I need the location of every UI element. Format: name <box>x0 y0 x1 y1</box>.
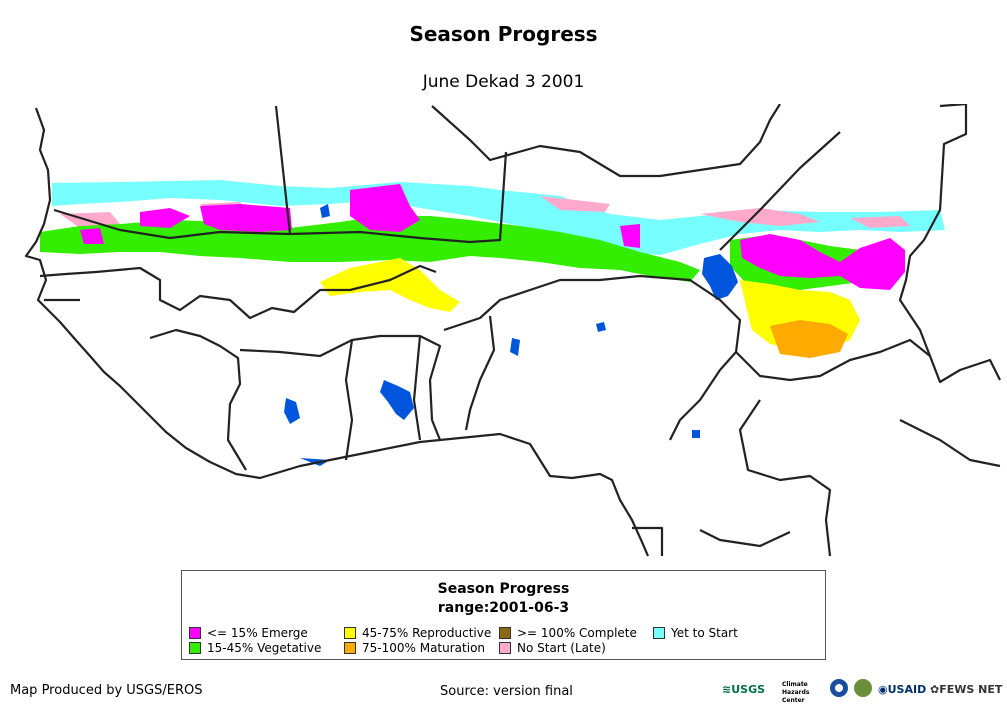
swatch-emerge <box>189 627 201 639</box>
legend-title: Season Progress range:2001-06-3 <box>182 580 825 618</box>
legend-item-maturation: 75-100% Maturation <box>344 641 485 655</box>
produced-by-credit: Map Produced by USGS/EROS <box>10 683 203 698</box>
usaid-logo: ◉USAID <box>878 683 927 696</box>
swatch-complete <box>499 627 511 639</box>
legend-item-yet-to-start: Yet to Start <box>653 626 738 640</box>
swatch-maturation <box>344 642 356 654</box>
source-note: Source: version final <box>440 684 573 699</box>
water-bodies <box>284 204 738 466</box>
map-legend: Season Progress range:2001-06-3 <= 15% E… <box>181 570 826 660</box>
map-title: Season Progress <box>409 22 598 46</box>
doi-logo <box>854 678 872 702</box>
legend-label: 15-45% Vegetative <box>207 641 322 655</box>
usgs-logo: ≋USGS <box>722 683 766 696</box>
map-subtitle: June Dekad 3 2001 <box>422 72 585 92</box>
swatch-no-start <box>499 642 511 654</box>
legend-label: 45-75% Reproductive <box>362 626 492 640</box>
swatch-reproductive <box>344 627 356 639</box>
chc-logo: Climate Hazards Center <box>782 681 810 704</box>
legend-label: >= 100% Complete <box>517 626 637 640</box>
maturation-zone <box>770 320 848 358</box>
emerge-zone <box>80 184 905 290</box>
partner-logos: ≋USGS Climate Hazards Center ◉USAID ✿FEW… <box>722 678 1007 704</box>
legend-label: 75-100% Maturation <box>362 641 486 655</box>
swatch-yet-to-start <box>653 627 665 639</box>
legend-label: No Start (Late) <box>517 641 606 655</box>
legend-item-no-start: No Start (Late) <box>499 641 606 655</box>
legend-range: range:2001-06-3 <box>437 600 570 616</box>
yet-to-start-zone <box>52 180 945 255</box>
fewsnet-logo: ✿FEWS NET <box>930 683 1003 696</box>
swatch-vegetative <box>189 642 201 654</box>
legend-item-emerge: <= 15% Emerge <box>189 626 308 640</box>
legend-heading: Season Progress <box>437 581 570 597</box>
legend-item-reproductive: 45-75% Reproductive <box>344 626 491 640</box>
legend-item-complete: >= 100% Complete <box>499 626 637 640</box>
legend-label: <= 15% Emerge <box>207 626 308 640</box>
legend-item-vegetative: 15-45% Vegetative <box>189 641 321 655</box>
noaa-logo <box>830 678 848 702</box>
legend-label: Yet to Start <box>671 626 738 640</box>
country-borders <box>24 104 1001 557</box>
map-svg <box>24 104 1001 557</box>
map-panel <box>0 104 1007 559</box>
